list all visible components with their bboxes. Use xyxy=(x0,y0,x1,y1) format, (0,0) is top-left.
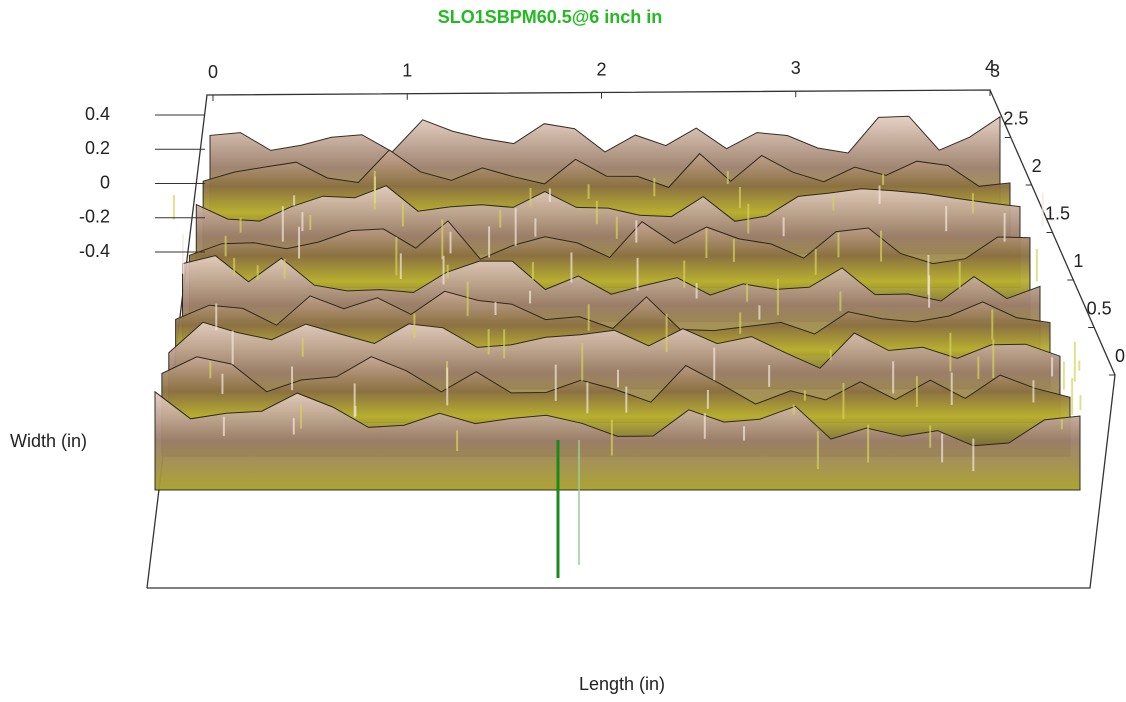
surface xyxy=(154,115,1082,491)
x-tick-label: 1 xyxy=(402,61,412,81)
y-tick-label: 2 xyxy=(1032,156,1042,176)
y-tick-label: 1.5 xyxy=(1045,203,1070,223)
z-tick-label: 0.2 xyxy=(85,138,110,158)
surface-band xyxy=(154,390,1081,491)
z-tick-label: 0.4 xyxy=(85,104,110,124)
chart-title: SLO1SBPM60.5@6 inch in xyxy=(438,7,663,27)
y-tick-label: 1 xyxy=(1073,251,1083,271)
y-tick-label: 3 xyxy=(990,61,1000,81)
x-tick-label: 4 xyxy=(985,57,995,77)
x-tick-label: 2 xyxy=(596,59,606,79)
z-tick-label: -0.4 xyxy=(79,241,110,261)
z-tick-label: -0.2 xyxy=(79,207,110,227)
x-axis-label: Length (in) xyxy=(579,674,665,694)
y-axis-label: Width (in) xyxy=(10,431,87,451)
y-tick-label: 0.5 xyxy=(1087,298,1112,318)
x-tick-label: 3 xyxy=(791,58,801,78)
y-tick-label: 2.5 xyxy=(1003,108,1028,128)
y-tick-label: 0 xyxy=(1115,346,1125,366)
z-tick-label: 0 xyxy=(100,172,110,192)
x-tick-label: 0 xyxy=(208,62,218,82)
